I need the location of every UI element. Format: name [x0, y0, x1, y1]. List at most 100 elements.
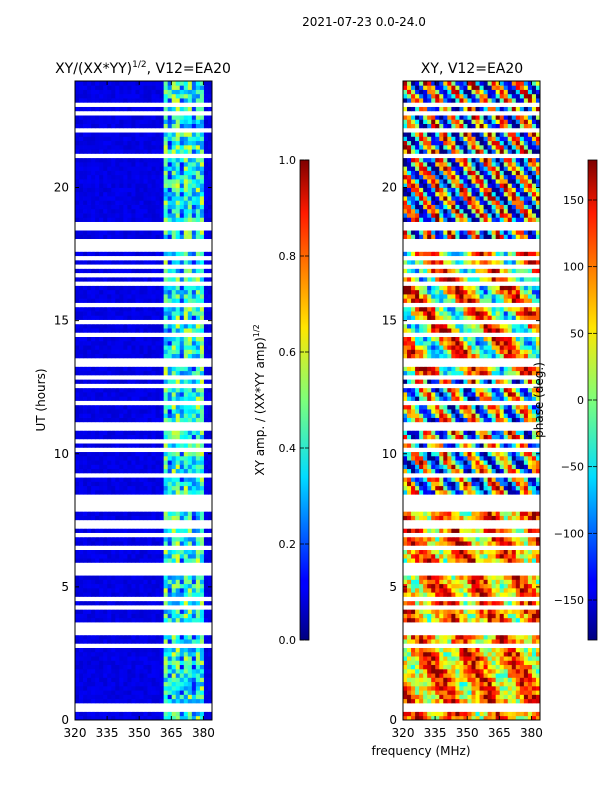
heatmap-cell: [119, 242, 124, 248]
heatmap-cell: [147, 604, 152, 610]
heatmap-cell: [167, 157, 173, 163]
heatmap-cell: [83, 161, 88, 167]
heatmap-cell: [155, 140, 161, 146]
heatmap-cell: [107, 472, 112, 478]
heatmap-cell: [135, 302, 140, 308]
heatmap-cell: [111, 668, 116, 674]
heatmap-cell: [207, 268, 213, 274]
heatmap-cell: [131, 438, 136, 444]
heatmap-cell: [183, 144, 189, 150]
heatmap-cell: [163, 217, 169, 222]
heatmap-cell: [163, 443, 169, 448]
heatmap-cell: [163, 187, 169, 193]
heatmap-cell: [107, 178, 112, 184]
heatmap-cell: [111, 673, 116, 678]
heatmap-cell: [191, 570, 197, 576]
heatmap-cell: [107, 626, 112, 631]
heatmap-cell: [171, 178, 177, 184]
heatmap-cell: [159, 174, 165, 180]
heatmap-cell: [195, 681, 201, 687]
heatmap-cell: [179, 613, 185, 619]
heatmap-cell: [115, 221, 120, 227]
heatmap-cell: [127, 541, 132, 546]
heatmap-cell: [147, 596, 152, 602]
heatmap-cell: [167, 489, 173, 495]
heatmap-cell: [175, 255, 181, 261]
heatmap-cell: [131, 617, 136, 623]
heatmap-cell: [91, 575, 96, 580]
heatmap-cell: [123, 715, 128, 721]
heatmap-cell: [103, 528, 108, 533]
heatmap-cell: [75, 400, 80, 406]
heatmap-cell: [115, 183, 120, 188]
heatmap-cell: [95, 289, 100, 295]
heatmap-cell: [163, 387, 169, 393]
heatmap-cell: [191, 374, 197, 380]
heatmap-cell: [179, 302, 185, 308]
heatmap-cell: [159, 656, 165, 661]
heatmap-cell: [75, 524, 80, 529]
heatmap-cell: [91, 221, 96, 227]
heatmap-cell: [155, 247, 161, 252]
heatmap-cell: [187, 417, 193, 423]
heatmap-cell: [163, 447, 169, 453]
heatmap-cell: [127, 630, 132, 636]
heatmap-cell: [195, 664, 201, 670]
heatmap-cell: [163, 498, 169, 504]
heatmap-cell: [159, 570, 165, 576]
heatmap-cell: [183, 690, 189, 695]
heatmap-cell: [83, 251, 88, 257]
heatmap-cell: [107, 460, 112, 465]
heatmap-cell: [111, 183, 116, 188]
heatmap-cell: [171, 617, 177, 623]
heatmap-cell: [155, 110, 161, 116]
heatmap-cell: [195, 677, 201, 683]
heatmap-cell: [99, 553, 104, 559]
heatmap-cell: [159, 204, 165, 210]
heatmap-cell: [119, 332, 124, 337]
heatmap-cell: [127, 276, 132, 282]
heatmap-cell: [83, 276, 88, 282]
heatmap-cell: [135, 468, 140, 474]
heatmap-cell: [191, 634, 197, 640]
heatmap-cell: [131, 98, 136, 103]
heatmap-cell: [191, 247, 197, 252]
heatmap-cell: [131, 694, 136, 700]
heatmap-cell: [131, 536, 136, 542]
heatmap-cell: [95, 630, 100, 636]
heatmap-cell: [139, 170, 144, 176]
heatmap-cell: [191, 677, 197, 683]
heatmap-cell: [115, 413, 120, 418]
heatmap-cell: [135, 541, 140, 546]
heatmap-cell: [95, 541, 100, 546]
heatmap-cell: [183, 110, 189, 116]
heatmap-cell: [83, 630, 88, 636]
heatmap-cell: [79, 183, 84, 188]
heatmap-cell: [115, 298, 120, 303]
heatmap-cell: [151, 707, 156, 712]
heatmap-cell: [175, 698, 181, 704]
heatmap-cell: [155, 306, 161, 312]
heatmap-cell: [91, 178, 96, 184]
heatmap-cell: [95, 127, 100, 133]
heatmap-cell: [199, 106, 205, 112]
heatmap-cell: [131, 187, 136, 193]
heatmap-cell: [103, 660, 108, 666]
heatmap-cell: [103, 98, 108, 103]
heatmap-cell: [195, 549, 201, 555]
heatmap-cell: [99, 711, 104, 717]
heatmap-cell: [127, 507, 132, 512]
heatmap-cell: [191, 157, 197, 163]
heatmap-cell: [79, 166, 84, 171]
heatmap-cell: [183, 502, 189, 508]
heatmap-cell: [87, 464, 92, 470]
heatmap-cell: [147, 242, 152, 248]
heatmap-cell: [199, 477, 205, 482]
heatmap-cell: [199, 617, 205, 623]
heatmap-cell: [139, 570, 144, 576]
heatmap-cell: [87, 127, 92, 133]
heatmap-cell: [171, 208, 177, 214]
heatmap-cell: [107, 259, 112, 265]
heatmap-cell: [139, 464, 144, 470]
heatmap-cell: [167, 370, 173, 376]
